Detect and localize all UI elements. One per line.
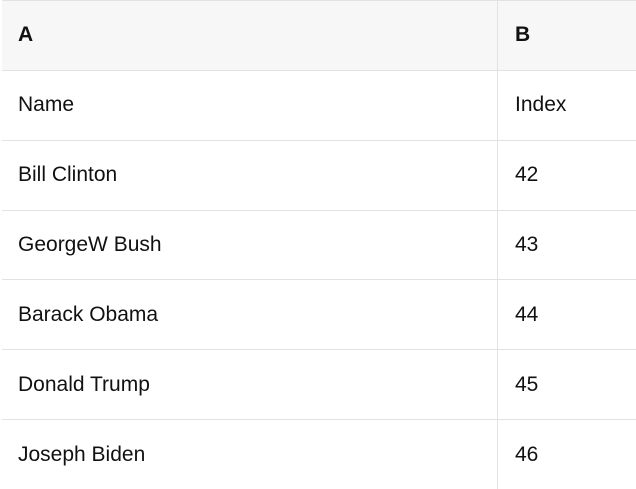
index-cell[interactable]: 42 — [497, 139, 636, 210]
column-header-a[interactable]: A — [2, 0, 497, 70]
cell-text: 42 — [515, 163, 539, 187]
index-cell[interactable]: 43 — [497, 209, 636, 280]
index-cell[interactable]: Index — [497, 69, 636, 140]
column-header-a-label: A — [18, 23, 34, 47]
cell-text: Joseph Biden — [18, 442, 146, 466]
index-cell[interactable]: 45 — [497, 349, 636, 420]
name-cell[interactable]: Barack Obama — [2, 279, 497, 349]
cell-text: Bill Clinton — [18, 163, 118, 187]
index-cell[interactable]: 44 — [497, 279, 636, 350]
name-cell[interactable]: Joseph Biden — [2, 419, 497, 489]
cell-text: Donald Trump — [18, 372, 150, 396]
name-cell[interactable]: Bill Clinton — [2, 139, 497, 210]
cell-text: Name — [18, 93, 75, 117]
name-cell[interactable]: Donald Trump — [2, 349, 497, 419]
cell-text: 43 — [515, 232, 539, 256]
cell-text: 46 — [515, 442, 539, 466]
cell-text: 44 — [515, 302, 539, 326]
name-cell[interactable]: Name — [2, 69, 497, 140]
column-header-b-label: B — [515, 23, 531, 47]
index-cell[interactable]: 46 — [497, 419, 636, 489]
column-header-b[interactable]: B — [497, 0, 636, 70]
cell-text: Index — [515, 93, 567, 117]
cell-text: 45 — [515, 372, 539, 396]
name-cell[interactable]: GeorgeW Bush — [2, 209, 497, 280]
cell-text: GeorgeW Bush — [18, 232, 162, 256]
cell-text: Barack Obama — [18, 302, 159, 326]
